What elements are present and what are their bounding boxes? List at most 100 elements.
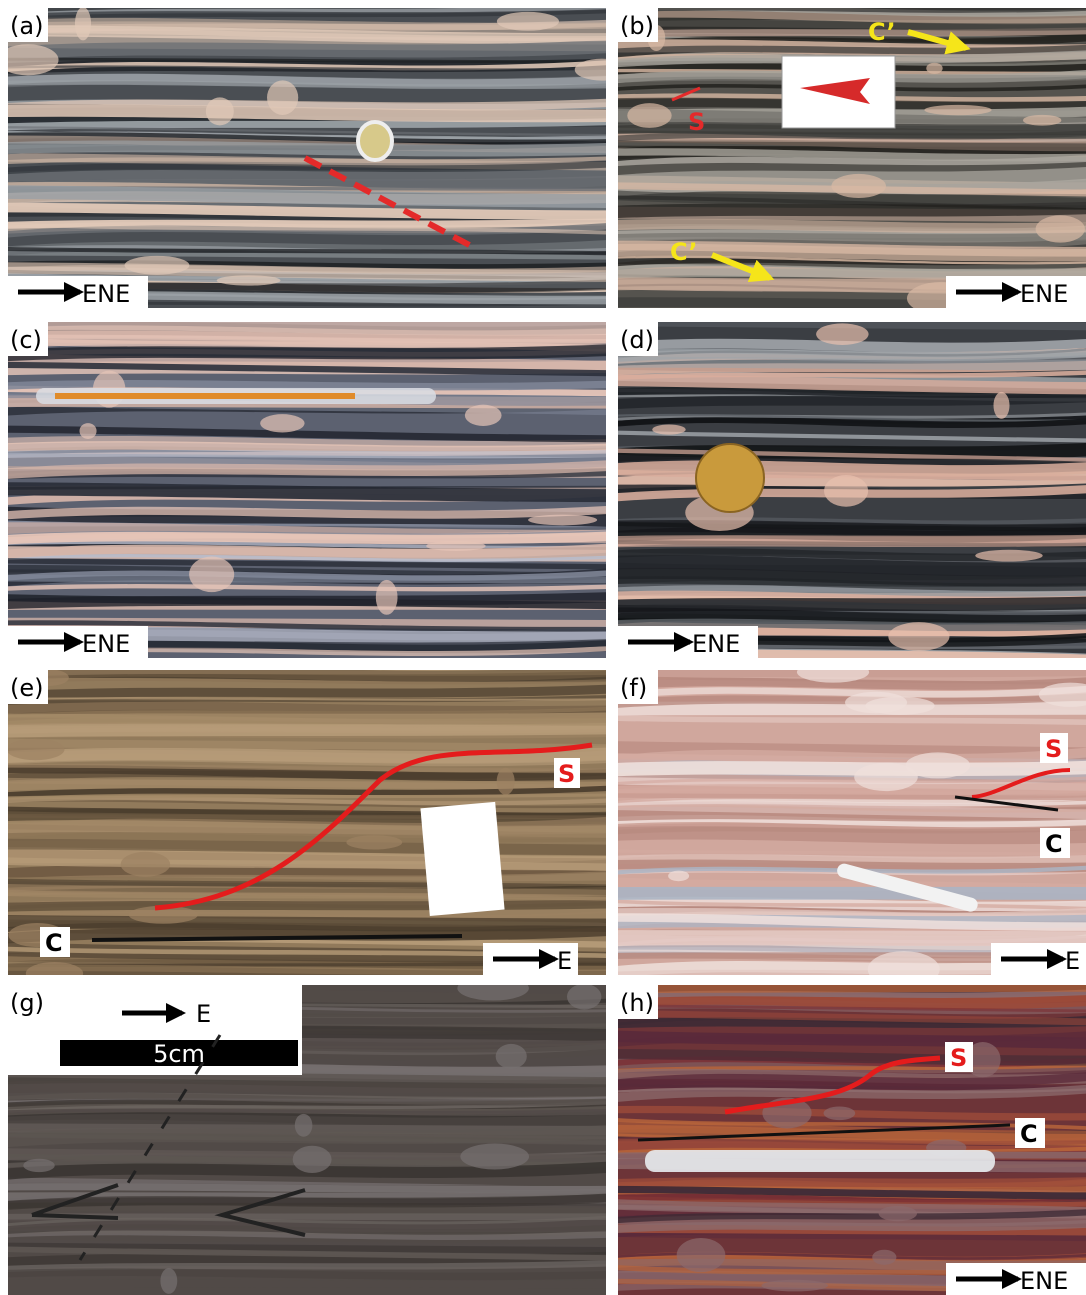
texture [8, 262, 606, 282]
texture [618, 854, 1086, 866]
texture [618, 218, 1086, 234]
clast [566, 985, 602, 1010]
coin [356, 120, 394, 162]
label-box [618, 8, 658, 42]
texture [618, 448, 1086, 463]
texture [8, 707, 606, 718]
texture [8, 785, 606, 798]
shear-sense [31, 1183, 119, 1220]
clast [25, 961, 84, 975]
clast [867, 951, 940, 975]
texture [8, 832, 606, 843]
clast [8, 738, 65, 761]
texture [8, 554, 606, 562]
texture [8, 838, 606, 856]
texture [8, 185, 606, 208]
texture [8, 1161, 606, 1180]
clast [464, 404, 502, 426]
scale-card [420, 801, 505, 917]
panel-label: (d) [620, 326, 654, 354]
clast [375, 579, 398, 615]
texture [8, 482, 606, 503]
clast [854, 762, 918, 792]
texture [8, 725, 606, 734]
clast [294, 1113, 313, 1137]
texture [618, 1077, 1086, 1093]
clast [496, 767, 515, 795]
label-box [618, 670, 658, 704]
photo [618, 8, 1086, 308]
clast [888, 622, 950, 651]
texture [618, 1004, 1086, 1013]
texture [618, 985, 1086, 994]
clast [761, 1279, 828, 1292]
texture [8, 747, 606, 764]
texture [8, 344, 606, 362]
texture [618, 19, 1086, 31]
clast [120, 851, 171, 877]
texture [618, 1210, 1086, 1232]
s-line [724, 1055, 941, 1115]
scale-card-arrow [800, 78, 870, 104]
photo [618, 322, 1086, 658]
label-box [618, 985, 658, 1019]
texture [618, 1072, 1086, 1089]
label-box [618, 322, 658, 356]
texture [8, 1268, 606, 1281]
texture [618, 691, 1086, 708]
clast [905, 752, 971, 779]
direction-label: ENE [82, 630, 130, 658]
panel-label: (a) [10, 12, 43, 40]
direction-label: ENE [1020, 1267, 1068, 1295]
clast [528, 514, 598, 526]
shear-sense [214, 1188, 306, 1237]
clast [926, 62, 943, 74]
texture [618, 413, 1086, 422]
texture [618, 804, 1086, 813]
texture [8, 531, 606, 545]
texture [8, 1077, 606, 1089]
texture [8, 1238, 606, 1250]
texture [618, 715, 1086, 725]
texture [8, 506, 606, 520]
coin [695, 443, 765, 513]
label-box [1040, 733, 1068, 763]
texture [618, 596, 1086, 613]
texture [618, 1049, 1086, 1066]
texture [618, 782, 1086, 798]
texture [8, 161, 606, 175]
texture [618, 899, 1086, 911]
c-line [954, 795, 1059, 812]
texture [618, 1252, 1086, 1260]
photo [618, 985, 1086, 1295]
clast [668, 870, 690, 882]
panel-label: (h) [620, 989, 654, 1017]
clast [627, 103, 672, 128]
texture [8, 878, 606, 890]
texture [8, 914, 606, 932]
texture [8, 684, 606, 701]
c-line [637, 1123, 1011, 1142]
texture [8, 65, 606, 71]
texture [8, 57, 606, 64]
texture [618, 201, 1086, 219]
clast [346, 835, 403, 850]
texture [618, 930, 1086, 938]
texture [8, 574, 606, 584]
texture [618, 469, 1086, 482]
texture [8, 1194, 606, 1209]
clast [652, 424, 686, 435]
texture [8, 925, 606, 944]
texture [8, 899, 606, 912]
texture [8, 325, 606, 343]
texture [8, 910, 606, 918]
texture [8, 885, 606, 898]
texture [8, 104, 606, 123]
texture [8, 677, 606, 685]
texture [618, 348, 1086, 362]
c-line [91, 934, 463, 942]
photo [8, 670, 606, 975]
clast [160, 1268, 178, 1294]
clast [975, 549, 1043, 562]
scale-bar [60, 1040, 298, 1066]
